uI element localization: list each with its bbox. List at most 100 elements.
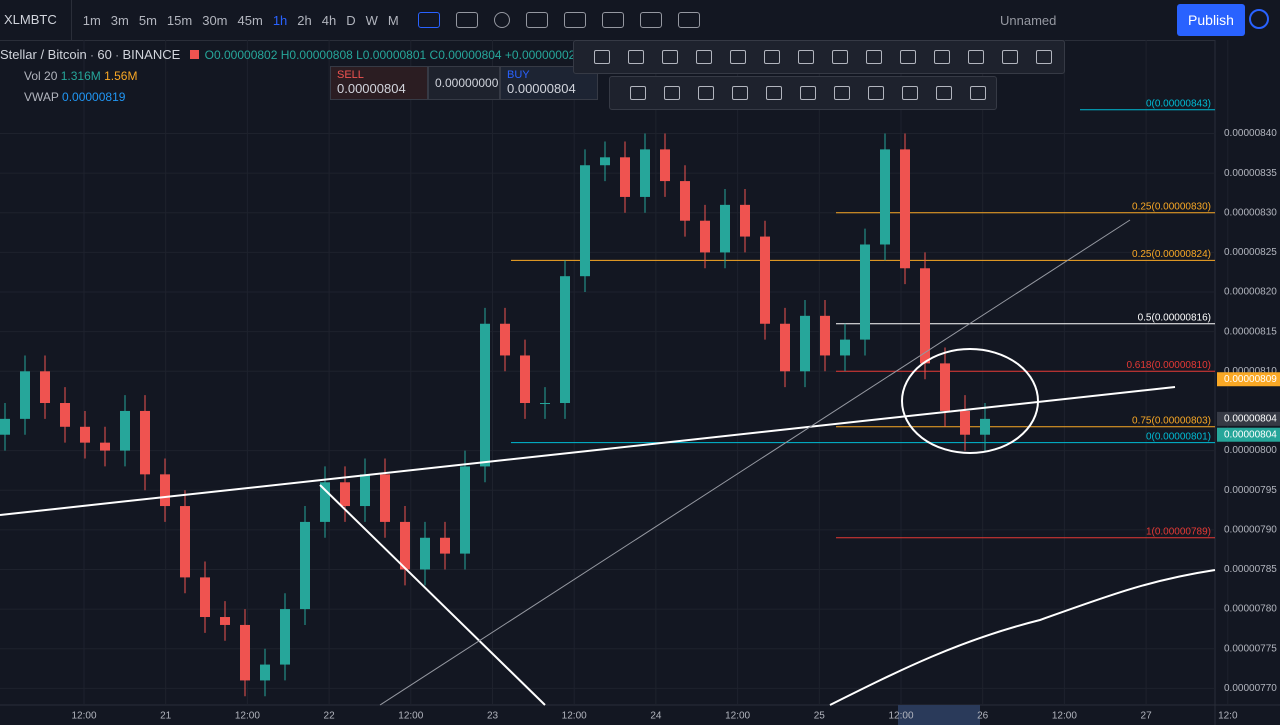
interval-button[interactable]: D xyxy=(346,12,356,28)
flag xyxy=(189,50,199,59)
y-tick-label: 0.00000820 xyxy=(1224,287,1277,298)
compare-icon[interactable] xyxy=(525,12,548,28)
price-badge-label: 0.00000804 xyxy=(1224,429,1277,440)
tool-icon[interactable] xyxy=(868,86,884,100)
candle-body xyxy=(460,466,470,554)
x-tick-label: 12:00 xyxy=(398,711,423,722)
interval-button[interactable]: 30m xyxy=(202,12,228,28)
candle-body xyxy=(840,339,850,356)
interval-button[interactable]: 2h xyxy=(297,12,312,28)
x-tick-label: 25 xyxy=(814,711,826,722)
tool-icon[interactable] xyxy=(1002,50,1018,64)
tool-icon[interactable] xyxy=(698,86,714,100)
candle-body xyxy=(720,204,730,253)
candle-body xyxy=(40,371,50,404)
candle-body xyxy=(220,617,230,625)
trend-line xyxy=(379,219,1131,706)
tool-icon[interactable] xyxy=(628,50,644,64)
candle-body xyxy=(400,521,410,570)
spread: 0.00000000 xyxy=(428,66,500,100)
interval-button[interactable]: 45m xyxy=(237,12,263,28)
tool-icon[interactable] xyxy=(798,50,814,64)
templates-icon[interactable] xyxy=(601,12,624,28)
interval-button[interactable]: W xyxy=(365,12,378,28)
fib-label: 0.5(0.00000816) xyxy=(1138,312,1211,323)
candle-body xyxy=(560,276,570,404)
candle-body xyxy=(240,624,250,681)
tool-icon[interactable] xyxy=(1036,50,1052,64)
x-tick-label: 24 xyxy=(650,711,662,722)
layout-name[interactable]: Unnamed xyxy=(1000,13,1057,28)
tool-icon[interactable] xyxy=(866,50,882,64)
candle-body xyxy=(160,474,170,507)
bars-icon[interactable] xyxy=(563,12,586,28)
ohlc: O0.00000802 H0.00000808 L0.00000801 C0.0… xyxy=(204,48,576,62)
add-icon[interactable] xyxy=(493,12,510,28)
tool-icon[interactable] xyxy=(594,50,610,64)
top-toolbar: XLMBTC 1m 3m 5m 15m 30m 45m 1h 2h 4h D W M xyxy=(0,0,1280,41)
tool-icon[interactable] xyxy=(970,86,986,100)
candle-body xyxy=(900,149,910,269)
tool-icon[interactable] xyxy=(764,50,780,64)
tool-icon[interactable] xyxy=(766,86,782,100)
tool-icon[interactable] xyxy=(730,50,746,64)
drawing-style-toolbar xyxy=(609,76,997,110)
candle-body xyxy=(760,236,770,324)
indicator-icon[interactable] xyxy=(455,12,478,28)
interval-button[interactable]: 15m xyxy=(166,12,193,28)
candle-body xyxy=(20,371,30,419)
tool-icon[interactable] xyxy=(664,86,680,100)
tool-icon[interactable] xyxy=(934,50,950,64)
candle-body xyxy=(920,268,930,364)
intervals: 1m 3m 5m 15m 30m 45m 1h 2h 4h D W M xyxy=(72,13,404,28)
interval-button[interactable]: 4h xyxy=(321,12,337,28)
x-tick-label: 12:00 xyxy=(725,711,750,722)
candle-body xyxy=(500,323,510,356)
tool-icon[interactable] xyxy=(902,86,918,100)
interval-button[interactable]: M xyxy=(387,12,399,28)
tool-icon[interactable] xyxy=(732,86,748,100)
candle-body xyxy=(420,537,430,570)
tool-icon[interactable] xyxy=(662,50,678,64)
x-tick-label: 27 xyxy=(1141,711,1153,722)
trend-curve xyxy=(829,569,1216,706)
tool-icon[interactable] xyxy=(834,86,850,100)
candle-body xyxy=(180,506,190,578)
tool-icon[interactable] xyxy=(630,86,646,100)
candle-body xyxy=(660,149,670,182)
candle-body xyxy=(200,577,210,618)
tool-icon[interactable] xyxy=(832,50,848,64)
fib-label: 0(0.00000801) xyxy=(1146,431,1211,442)
x-tick-label: 12:0 xyxy=(1218,711,1238,722)
vwap-value: 0.00000819 xyxy=(62,90,126,104)
play-button[interactable] xyxy=(1249,9,1269,29)
fib-label: 0(0.00000843) xyxy=(1146,98,1211,109)
y-tick-label: 0.00000840 xyxy=(1224,128,1277,139)
chart-type-icon[interactable] xyxy=(417,12,440,28)
tool-icon[interactable] xyxy=(900,50,916,64)
interval-button[interactable]: 3m xyxy=(110,12,129,28)
tool-icon[interactable] xyxy=(968,50,984,64)
publish-button[interactable]: Publish xyxy=(1177,4,1245,36)
fib-label: 0.25(0.00000830) xyxy=(1132,201,1211,212)
tool-icon[interactable] xyxy=(800,86,816,100)
y-tick-label: 0.00000810 xyxy=(1224,366,1277,377)
candle-body xyxy=(140,410,150,475)
interval-button[interactable]: 1m xyxy=(82,12,101,28)
tool-icon[interactable] xyxy=(696,50,712,64)
legend-exchange: BINANCE xyxy=(122,47,181,62)
interval-button[interactable]: 5m xyxy=(138,12,157,28)
tool-icon[interactable] xyxy=(936,86,952,100)
candle-body xyxy=(640,149,650,197)
sell-button[interactable]: SELL 0.00000804 xyxy=(330,66,428,100)
vol-a: 1.316M xyxy=(60,69,101,83)
alert-icon[interactable] xyxy=(639,12,662,28)
candle-body xyxy=(820,315,830,356)
candle-body xyxy=(300,521,310,610)
y-tick-label: 0.00000800 xyxy=(1224,445,1277,456)
replay-icon[interactable] xyxy=(677,12,700,28)
interval-button[interactable]: 1h xyxy=(272,12,288,28)
candle-body xyxy=(60,403,70,427)
symbol[interactable]: XLMBTC xyxy=(0,0,72,40)
y-tick-label: 0.00000835 xyxy=(1224,168,1277,179)
